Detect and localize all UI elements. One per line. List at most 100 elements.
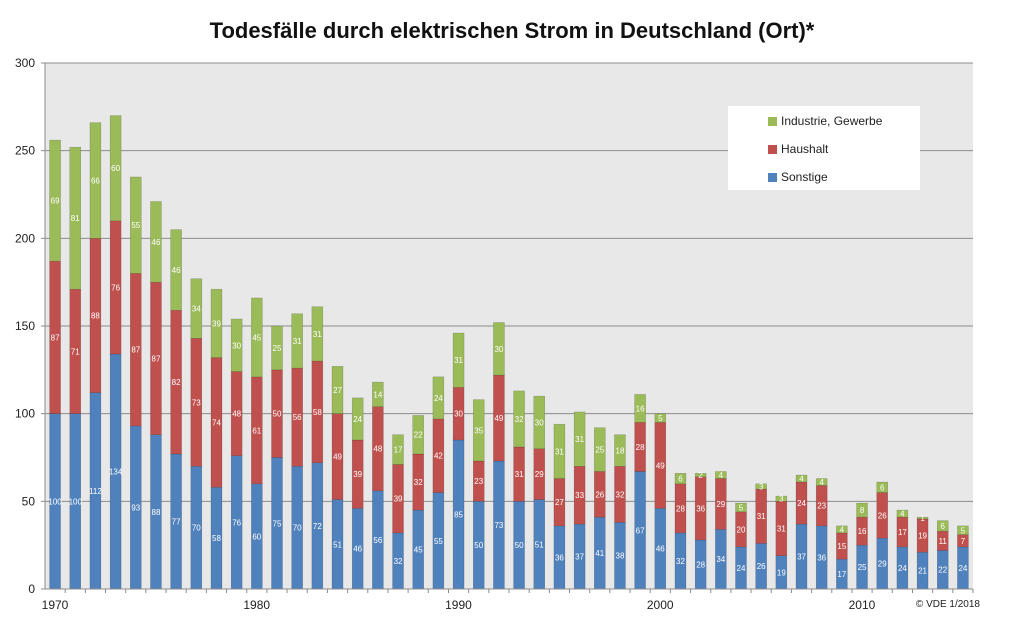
bar-haushalt-1980: [251, 376, 263, 485]
data-label: 45: [252, 333, 261, 342]
data-label: 28: [676, 504, 685, 513]
data-label: 60: [111, 164, 120, 173]
bar-industrie-gewerbe-1991: [472, 399, 485, 462]
legend-swatch-sonstige: [768, 172, 777, 182]
bar-industrie-gewerbe-2015: [957, 525, 969, 535]
data-label: 7: [961, 537, 966, 546]
data-label: 51: [333, 540, 342, 549]
data-label: 24: [434, 394, 443, 403]
data-label: 31: [757, 512, 766, 521]
data-label: 56: [293, 413, 302, 422]
x-tick-label: 1970: [42, 598, 69, 612]
bar-industrie-gewerbe-2014: [936, 520, 949, 532]
bar-haushalt-2011: [876, 492, 888, 539]
data-label: 87: [51, 333, 60, 342]
data-label: 23: [474, 477, 483, 486]
bar-industrie-gewerbe-1999: [634, 394, 646, 423]
data-label: 32: [616, 490, 625, 499]
data-label: 16: [858, 527, 867, 536]
data-label: 49: [494, 414, 503, 423]
bar-industrie-gewerbe-2012: [896, 509, 909, 518]
data-label: 69: [51, 197, 60, 206]
bar-industrie-gewerbe-1972: [89, 122, 102, 239]
bar-industrie-gewerbe-2006: [775, 495, 788, 502]
data-label: 100: [48, 497, 62, 506]
bar-industrie-gewerbe-1998: [614, 434, 626, 467]
data-label: 15: [837, 542, 846, 551]
data-label: 32: [676, 557, 685, 566]
bar-industrie-gewerbe-2004: [735, 502, 747, 513]
legend-swatch-industrie: [768, 116, 777, 126]
bar-industrie-gewerbe-2009: [836, 525, 848, 534]
data-label: 36: [817, 553, 826, 562]
data-label: 31: [454, 356, 463, 365]
data-labels: 1008769100718111288661347660938755888746…: [48, 164, 968, 579]
data-label: 4: [900, 510, 905, 519]
data-label: 87: [152, 354, 161, 363]
data-label: 71: [71, 347, 80, 356]
bar-industrie-gewerbe-1995: [553, 423, 566, 479]
bar-industrie-gewerbe-1997: [594, 427, 606, 472]
data-label: 70: [192, 524, 201, 533]
data-label: 17: [898, 528, 907, 537]
data-label: 46: [656, 545, 665, 554]
x-tick-label: 2000: [647, 598, 674, 612]
data-label: 29: [716, 500, 725, 509]
data-label: 6: [880, 483, 885, 492]
data-label: 39: [212, 319, 221, 328]
data-label: 26: [878, 511, 887, 520]
data-label: 32: [515, 415, 524, 424]
data-label: 34: [192, 304, 201, 313]
bar-haushalt-1993: [513, 446, 525, 502]
data-label: 5: [961, 526, 966, 535]
data-label: 24: [797, 499, 806, 508]
data-label: 19: [918, 532, 927, 541]
data-label: 3: [779, 495, 784, 504]
y-tick-label: 250: [15, 144, 35, 158]
data-label: 37: [575, 553, 584, 562]
bar-industrie-gewerbe-1979: [230, 318, 243, 372]
x-tick-label: 2010: [849, 598, 876, 612]
data-label: 100: [69, 497, 83, 506]
data-label: 8: [860, 506, 865, 515]
bar-industrie-gewerbe-2011: [876, 481, 888, 493]
data-label: 31: [555, 447, 564, 456]
data-label: 36: [555, 553, 564, 562]
data-label: 58: [212, 534, 221, 543]
bar-haushalt-1973: [109, 220, 122, 355]
data-label: 42: [434, 452, 443, 461]
data-label: 50: [273, 410, 282, 419]
data-label: 20: [737, 525, 746, 534]
y-tick-label: 100: [15, 407, 35, 421]
bar-industrie-gewerbe-1990: [452, 332, 465, 388]
legend-label-haushalt: Haushalt: [781, 142, 829, 156]
data-label: 88: [91, 311, 100, 320]
bar-industrie-gewerbe-2000: [654, 413, 667, 423]
legend-item-sonstige: Sonstige: [768, 170, 828, 184]
data-label: 32: [414, 478, 423, 487]
data-label: 19: [777, 568, 786, 577]
data-label: 46: [353, 545, 362, 554]
data-label: 30: [535, 418, 544, 427]
data-label: 26: [757, 562, 766, 571]
data-label: 45: [414, 546, 423, 555]
data-label: 49: [333, 453, 342, 462]
legend-swatch-haushalt: [768, 144, 777, 154]
data-label: 37: [797, 553, 806, 562]
data-label: 74: [212, 418, 221, 427]
data-label: 24: [737, 564, 746, 573]
data-label: 39: [353, 470, 362, 479]
data-label: 39: [394, 495, 403, 504]
data-label: 4: [840, 525, 845, 534]
data-label: 6: [678, 475, 683, 484]
data-label: 24: [958, 564, 967, 573]
data-label: 27: [555, 498, 564, 507]
y-tick-label: 300: [15, 56, 35, 70]
data-label: 87: [131, 346, 140, 355]
data-label: 38: [616, 552, 625, 561]
data-label: 56: [373, 536, 382, 545]
bar-industrie-gewerbe-1992: [493, 322, 505, 376]
data-label: 24: [353, 415, 362, 424]
